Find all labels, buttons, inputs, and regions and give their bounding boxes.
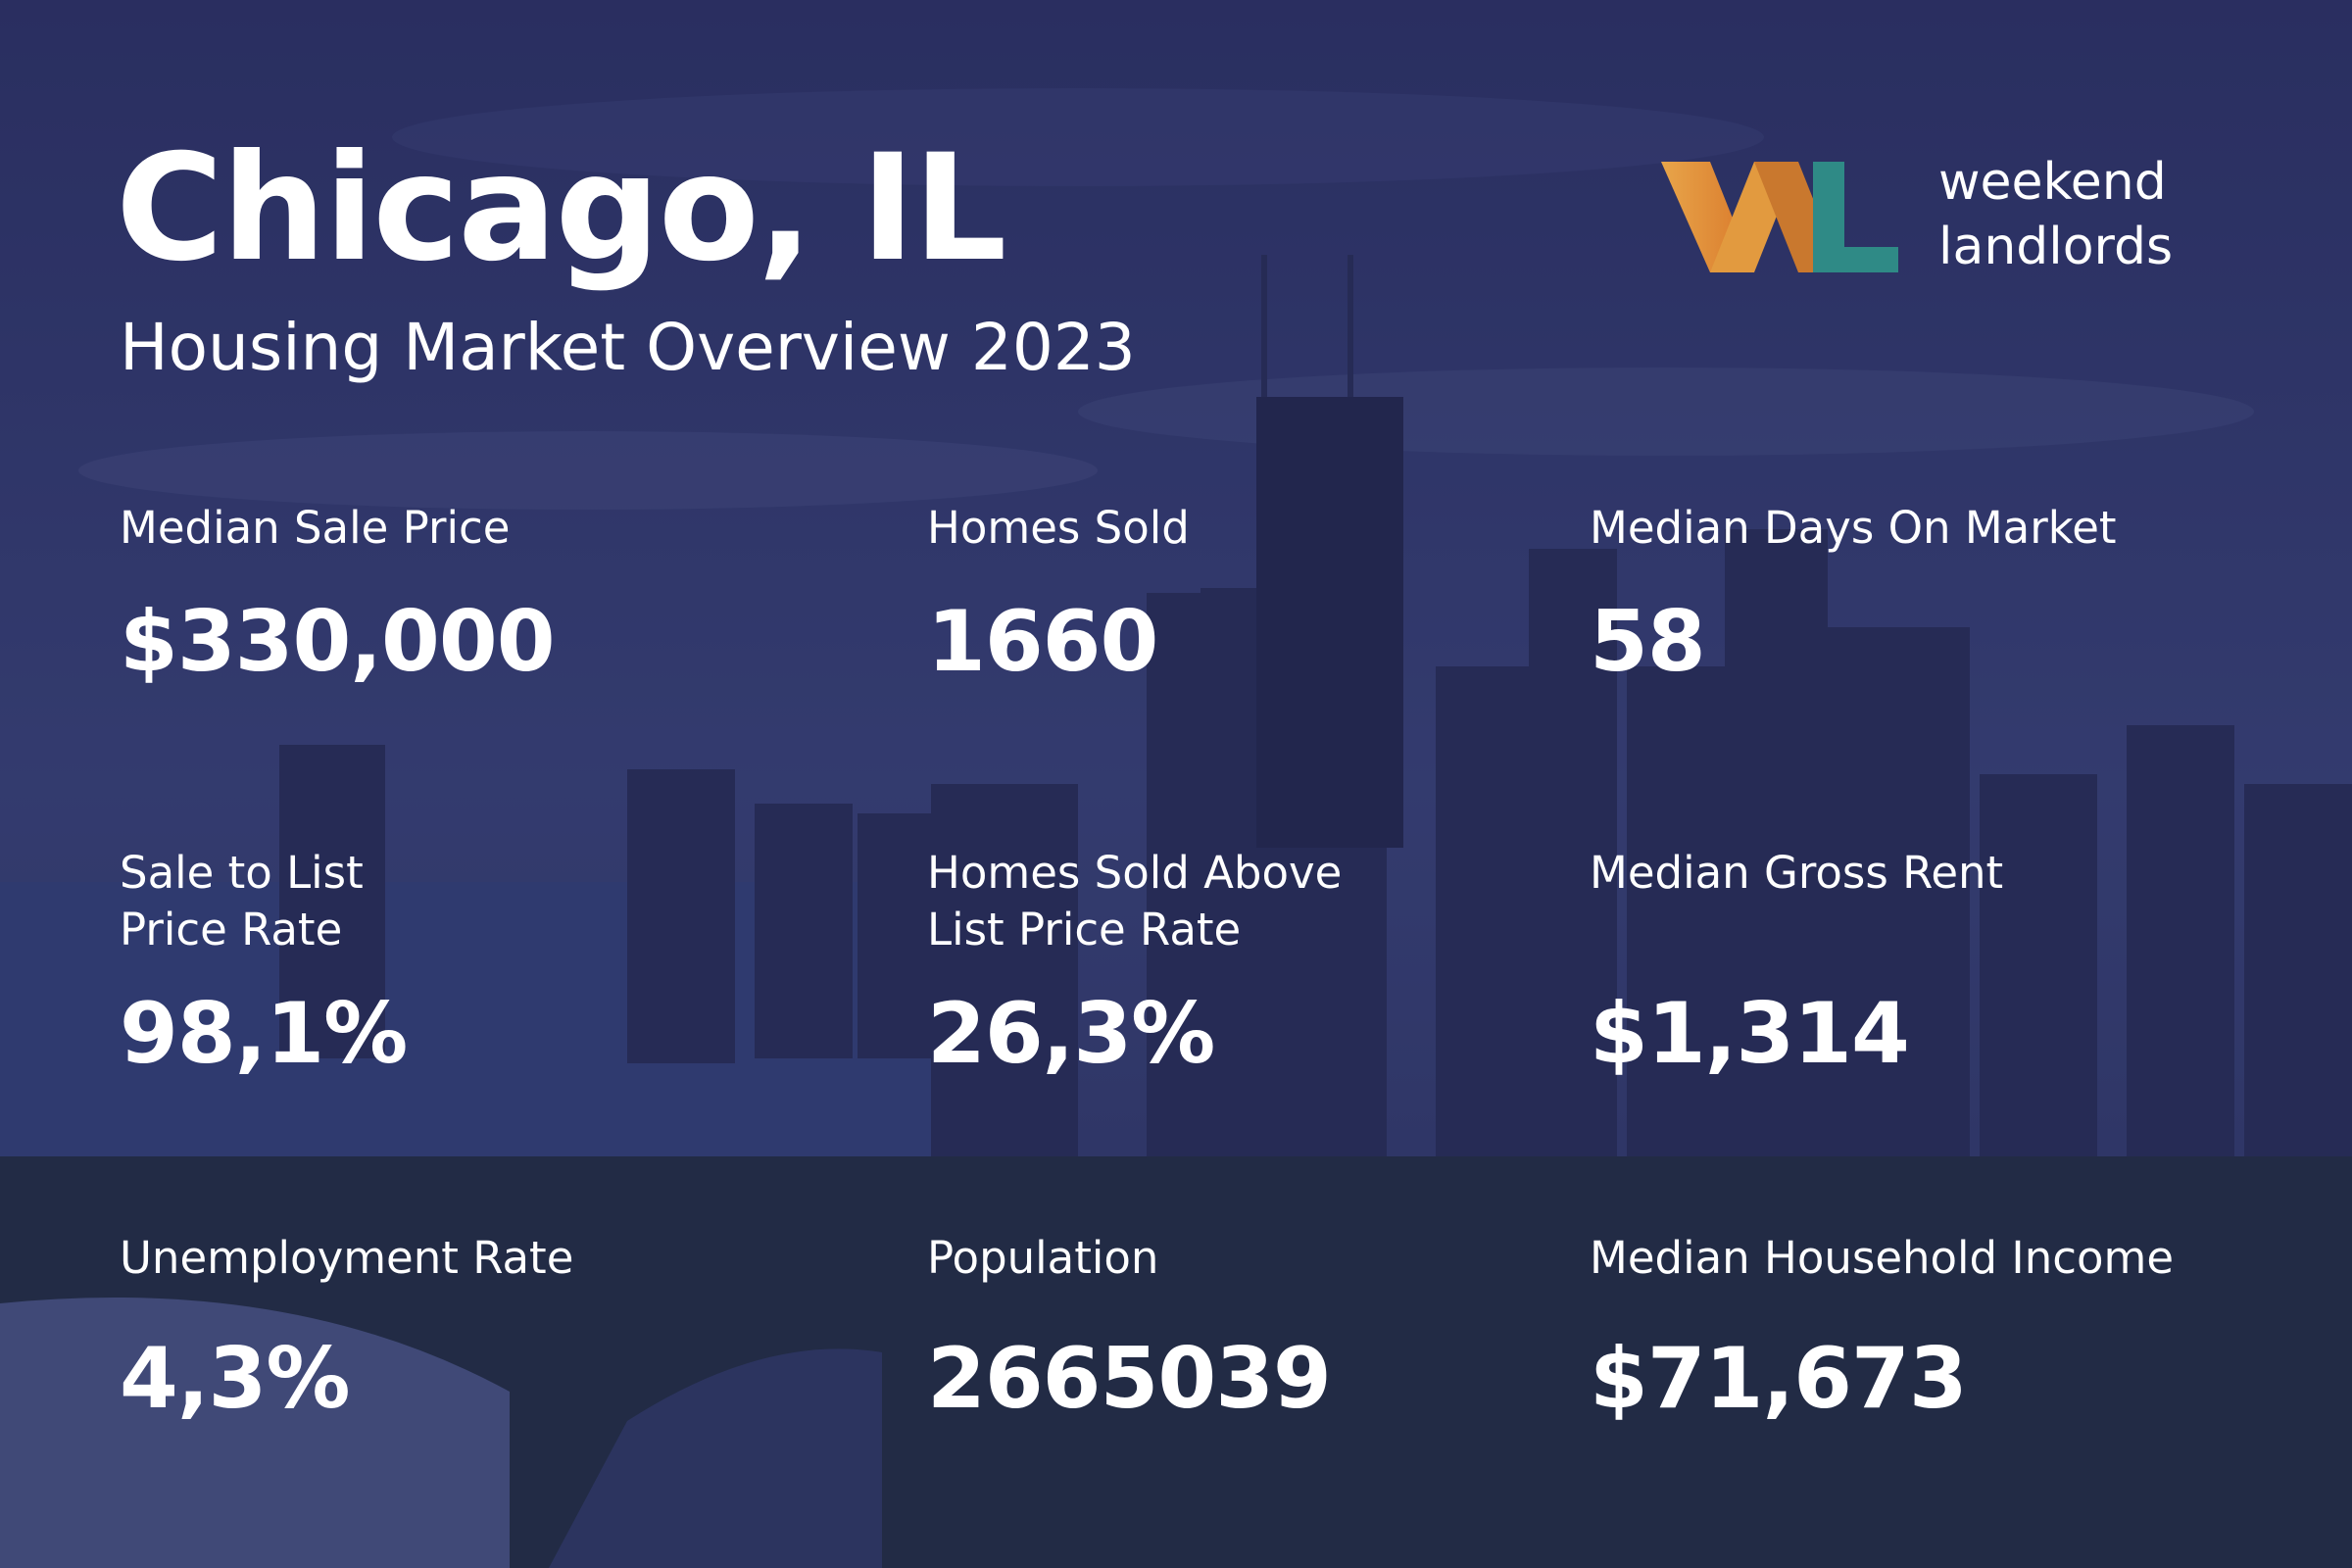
stat-label: Median Household Income [1590,1232,2175,1284]
title: Chicago, IL [116,123,1006,294]
stat-value: 58 [1590,593,1706,691]
stat-value: 26,3% [927,985,1215,1083]
stat-label: Median Days On Market [1590,502,2117,554]
stat-label: Sale to List [120,847,364,899]
stat-block: Median Sale Price $330,000 [120,500,806,684]
stat-value: 4,3% [120,1330,351,1428]
stat-block: Homes Sold 1660 [927,500,1613,684]
subtitle: Housing Market Overview 2023 [120,310,1136,385]
stat-block: Sale to List Price Rate 98,1% [120,845,806,1076]
stat-block: Median Gross Rent $1,314 [1590,845,2276,1076]
stat-value: $330,000 [120,593,556,691]
stat-block: Population 2665039 [927,1230,1613,1421]
stat-value: $71,673 [1590,1330,1968,1428]
stat-value: $1,314 [1590,985,1910,1083]
stat-label: Median Sale Price [120,502,511,554]
stat-value: 2665039 [927,1330,1332,1428]
logo-text: landlords [1938,218,2174,276]
stat-block: Homes Sold Above List Price Rate 26,3% [927,845,1613,1076]
stat-label: Unemployment Rate [120,1232,574,1284]
stat-label: Population [927,1232,1159,1284]
stat-block: Median Household Income $71,673 [1590,1230,2276,1421]
logo-mark [1661,162,1898,272]
stat-block: Unemployment Rate 4,3% [120,1230,806,1421]
stat-block: Median Days On Market 58 [1590,500,2276,684]
stat-label: List Price Rate [927,904,1242,956]
logo-text: weekend [1938,153,2167,212]
stat-value: 98,1% [120,985,408,1083]
stat-label: Price Rate [120,904,343,956]
stat-label: Homes Sold Above [927,847,1343,899]
stat-value: 1660 [927,593,1158,691]
stat-label: Homes Sold [927,502,1190,554]
stat-label: Median Gross Rent [1590,847,2004,899]
